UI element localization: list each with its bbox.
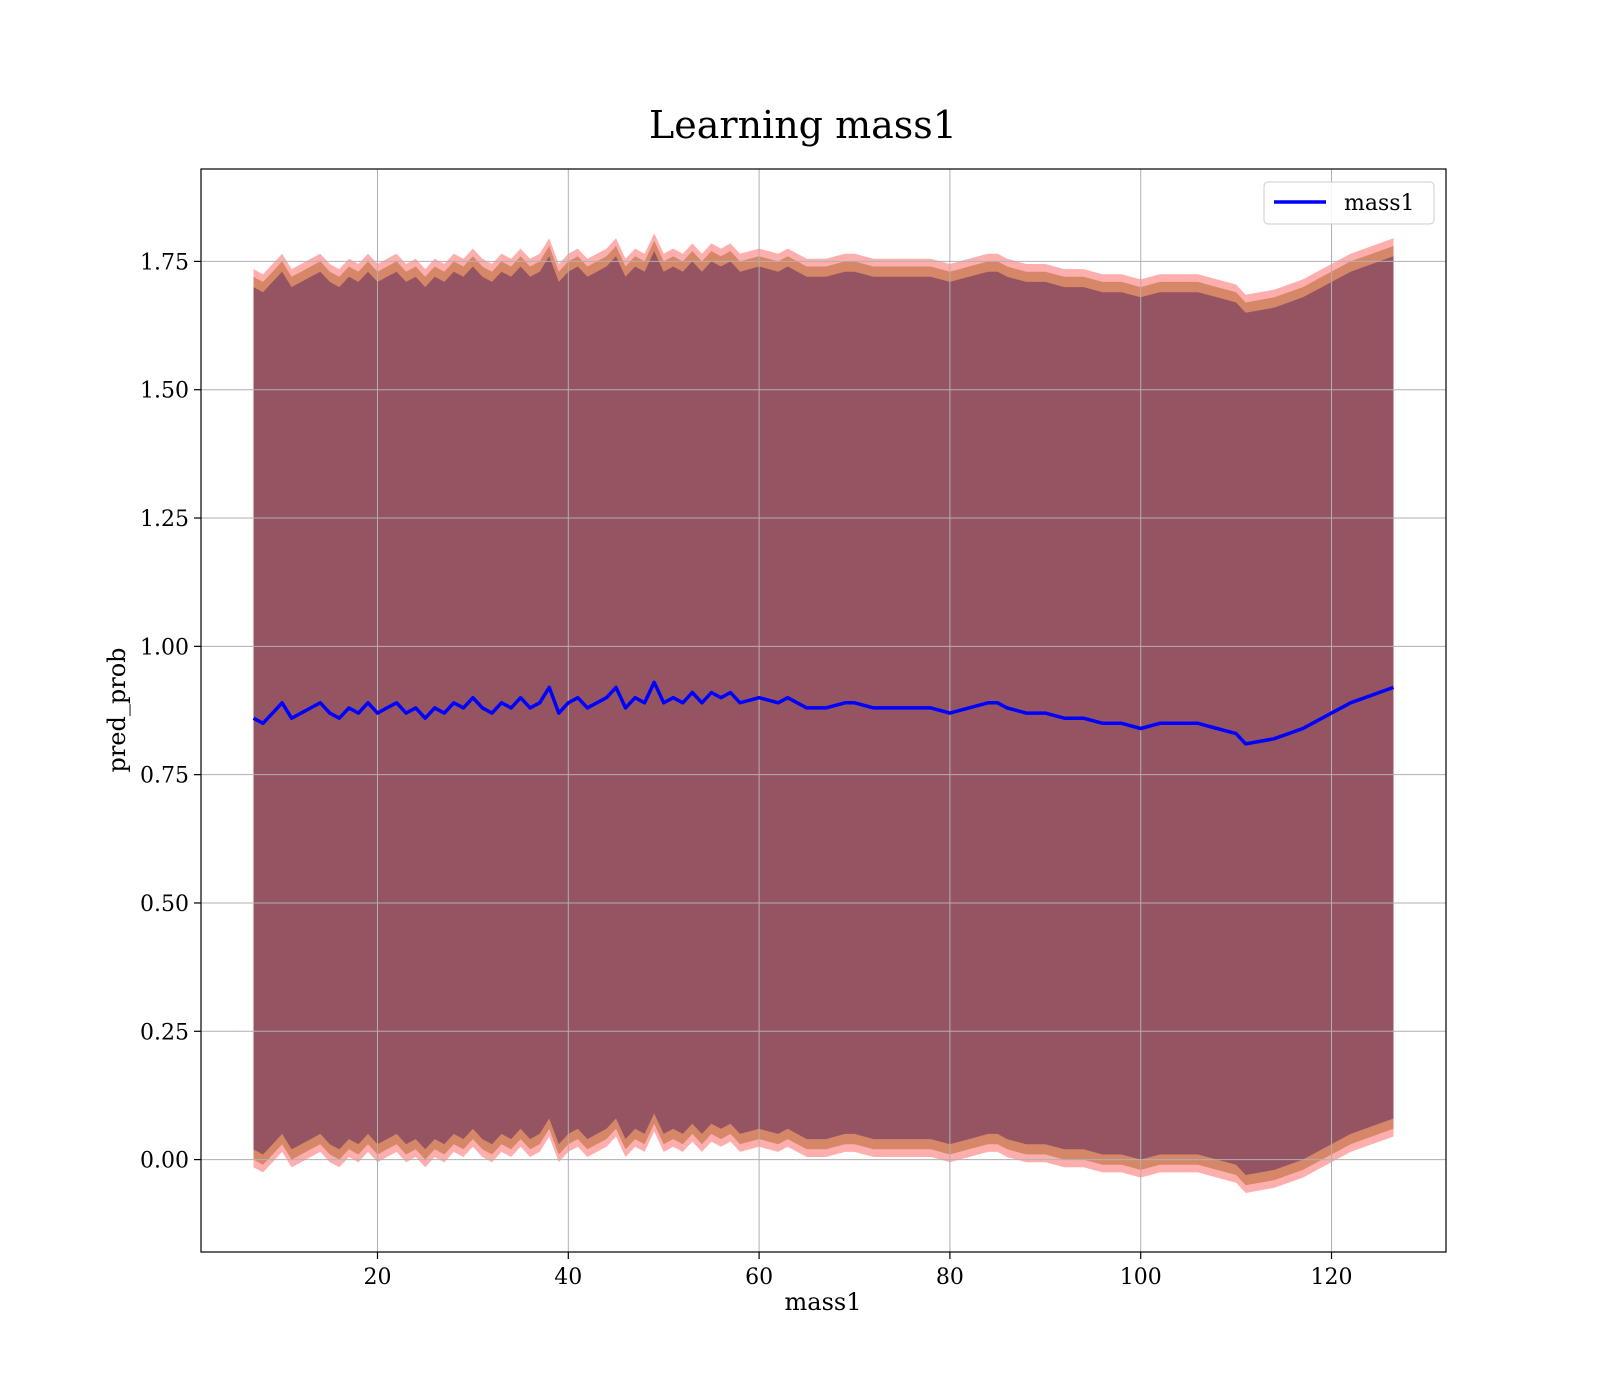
y-tick-label: 0.00 bbox=[140, 1149, 189, 1174]
confidence-bands bbox=[253, 233, 1394, 1193]
y-tick-label: 0.50 bbox=[140, 892, 189, 917]
grid-lines bbox=[201, 169, 1446, 1252]
legend-box bbox=[1263, 181, 1435, 225]
series-lines bbox=[252, 680, 1395, 746]
y-tick-label: 1.00 bbox=[140, 635, 189, 660]
legend: mass1 bbox=[1263, 181, 1435, 225]
x-tick-label: 80 bbox=[936, 1265, 964, 1290]
y-axis-label: pred_prob bbox=[103, 647, 131, 772]
y-tick-label: 1.50 bbox=[140, 379, 189, 404]
chart-title: Learning mass1 bbox=[649, 103, 957, 147]
x-tick-label: 60 bbox=[745, 1265, 773, 1290]
x-tick-label: 40 bbox=[554, 1265, 582, 1290]
x-axis-label: mass1 bbox=[785, 1288, 862, 1316]
y-tick-label: 0.75 bbox=[140, 764, 189, 789]
y-tick-label: 0.25 bbox=[140, 1020, 189, 1045]
y-axis-ticks: 0.00 0.25 0.50 0.75 1.00 1.25 1.50 1.75 bbox=[140, 250, 201, 1174]
plot-frame bbox=[200, 168, 1447, 1253]
y-tick-label: 1.75 bbox=[140, 250, 189, 275]
x-axis-ticks: 20 40 60 80 100 120 bbox=[363, 1252, 1353, 1290]
legend-label-mass1: mass1 bbox=[1344, 191, 1415, 216]
band-inner bbox=[253, 251, 1394, 1176]
y-tick-label: 1.25 bbox=[140, 507, 189, 532]
x-tick-label: 100 bbox=[1120, 1265, 1162, 1290]
x-tick-label: 20 bbox=[363, 1265, 391, 1290]
series-line-mass1 bbox=[252, 680, 1395, 746]
x-tick-label: 120 bbox=[1311, 1265, 1353, 1290]
